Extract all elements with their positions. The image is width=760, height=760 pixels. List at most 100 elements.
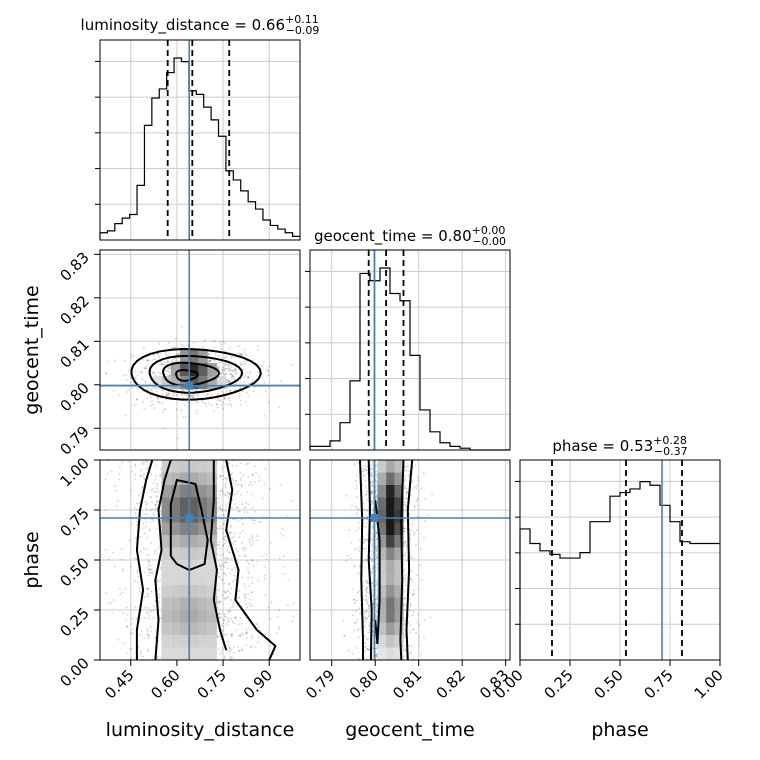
sample-point	[286, 515, 289, 517]
sample-point	[130, 357, 133, 359]
sample-point	[221, 371, 223, 374]
sample-point	[162, 363, 164, 365]
sample-point	[366, 586, 368, 588]
sample-point	[239, 494, 242, 496]
sample-point	[181, 389, 184, 392]
sample-point	[420, 487, 423, 490]
sample-point	[221, 368, 223, 371]
truth-marker	[370, 514, 379, 522]
sample-point	[157, 398, 159, 401]
sample-point	[234, 548, 237, 551]
sample-point	[192, 341, 195, 344]
sample-point	[146, 587, 149, 590]
sample-point	[251, 473, 254, 476]
sample-point	[223, 620, 225, 622]
sample-point	[120, 558, 123, 561]
sample-point	[207, 393, 210, 396]
sample-point	[353, 629, 356, 632]
sample-point	[408, 470, 411, 472]
sample-point	[223, 538, 226, 541]
sample-point	[251, 559, 254, 562]
sample-point	[230, 373, 233, 376]
sample-point	[151, 572, 153, 575]
density-cell	[377, 547, 387, 560]
sample-point	[410, 570, 413, 572]
sample-point	[232, 601, 235, 604]
sample-point	[366, 582, 369, 584]
sample-point	[162, 408, 165, 411]
sample-point	[230, 656, 232, 658]
sample-point	[250, 535, 253, 537]
sample-point	[217, 636, 220, 638]
sample-point	[237, 550, 240, 553]
sample-point	[229, 403, 232, 405]
density-cell	[170, 460, 180, 473]
sample-point	[222, 532, 225, 534]
sample-point	[354, 621, 356, 624]
sample-point	[245, 463, 248, 466]
sample-point	[142, 485, 144, 488]
sample-point	[195, 389, 197, 392]
sample-point	[165, 391, 168, 394]
sample-point	[186, 395, 188, 397]
density-cell	[170, 572, 180, 585]
sample-point	[222, 366, 224, 369]
sample-point	[364, 538, 367, 541]
sample-point	[403, 597, 406, 600]
density-cell	[377, 572, 387, 585]
sample-point	[355, 599, 358, 602]
contour-4	[374, 499, 381, 645]
density-cell	[207, 376, 217, 390]
sample-point	[365, 645, 368, 648]
sample-point	[372, 558, 374, 561]
histogram-geocent_time	[309, 267, 510, 451]
contour-1	[405, 460, 414, 660]
sample-point	[148, 614, 151, 617]
sample-point	[171, 360, 173, 363]
sample-point	[243, 511, 246, 514]
sample-point	[206, 393, 208, 395]
sample-point	[367, 615, 370, 618]
sample-point	[230, 377, 233, 380]
sample-point	[244, 373, 247, 376]
sample-point	[404, 649, 407, 652]
sample-point	[207, 353, 210, 356]
sample-point	[224, 535, 227, 538]
sample-point	[371, 584, 374, 587]
sample-point	[356, 505, 358, 508]
sample-point	[250, 559, 253, 562]
sample-point	[212, 339, 215, 342]
density-cell	[394, 647, 404, 660]
sample-point	[220, 568, 223, 571]
sample-point	[407, 474, 410, 477]
sample-point	[217, 601, 219, 604]
sample-point	[370, 581, 373, 584]
sample-point	[227, 380, 230, 383]
density-cell	[161, 535, 171, 548]
sample-point	[365, 547, 367, 550]
sample-point	[412, 593, 415, 595]
sample-point	[372, 602, 374, 605]
sample-point	[228, 492, 231, 495]
sample-point	[147, 563, 150, 566]
contours-geocent_time-phase	[359, 460, 414, 660]
sample-point	[245, 637, 248, 639]
sample-point	[197, 401, 199, 404]
sample-point	[267, 606, 270, 609]
sample-point	[222, 629, 225, 632]
sample-point	[166, 394, 169, 397]
sample-point	[239, 364, 242, 367]
contour-1	[225, 460, 277, 660]
sample-point	[143, 512, 146, 515]
sample-point	[365, 493, 368, 496]
density-cell	[377, 522, 387, 535]
contours-luminosity_distance-geocent_time	[130, 347, 262, 401]
sample-point	[365, 515, 368, 517]
sample-point	[118, 394, 120, 396]
density-cell	[180, 585, 190, 598]
sample-point	[127, 460, 130, 463]
density-cell	[161, 497, 171, 510]
sample-point	[246, 559, 249, 562]
sample-point	[247, 484, 250, 487]
sample-point	[413, 485, 416, 488]
